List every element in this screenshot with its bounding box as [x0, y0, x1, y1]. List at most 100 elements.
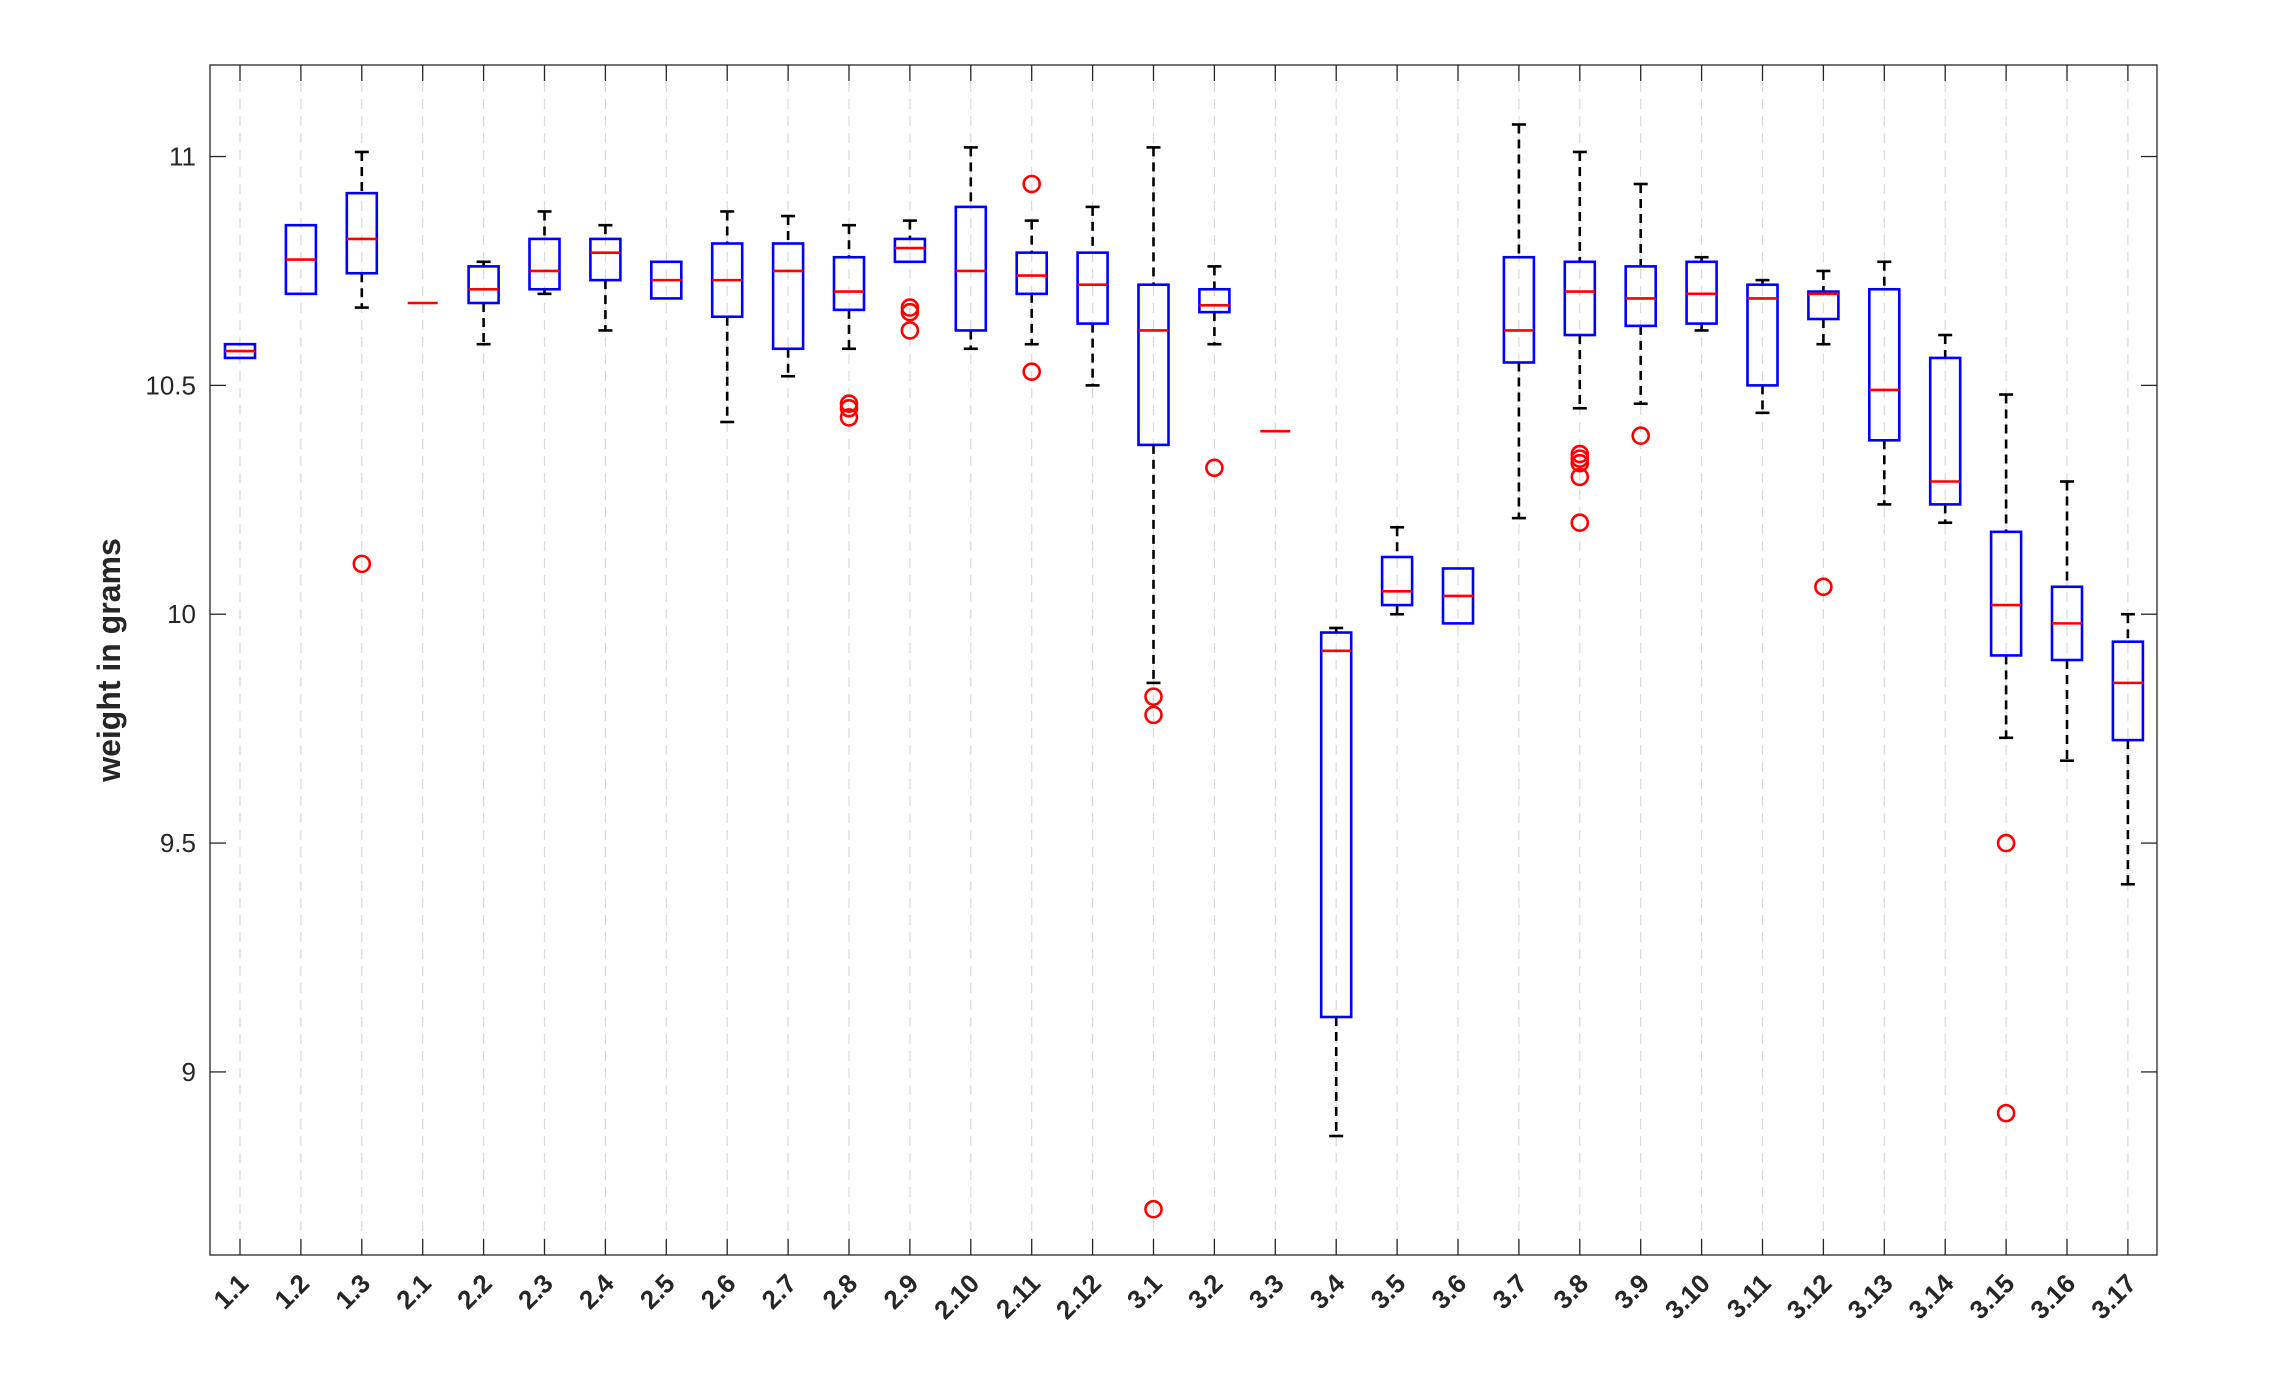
box-3.15 [1989, 393, 2023, 1123]
outlier-point [900, 298, 920, 317]
iqr-box [832, 255, 866, 312]
outlier-point [1996, 833, 2016, 853]
y-tick-label: 10 [167, 599, 196, 629]
iqr-box [589, 237, 622, 282]
x-tick-label: 2.12 [1050, 1268, 1107, 1325]
x-tick-label: 1.1 [207, 1268, 254, 1315]
y-tick-label: 9.5 [160, 828, 196, 858]
box-3.2 [1198, 265, 1231, 478]
outlier-point [1205, 458, 1224, 478]
x-tick-label: 2.1 [390, 1268, 437, 1315]
box-2.3 [528, 210, 561, 296]
outlier-point [1996, 1103, 2016, 1123]
x-tick-label: 3.2 [1182, 1268, 1229, 1315]
box-3.11 [1746, 278, 1779, 415]
outlier-point [1144, 705, 1163, 725]
outlier-point [839, 394, 859, 413]
y-tick-label: 10.5 [145, 370, 196, 400]
box-2.2 [467, 260, 500, 346]
iqr-box [1868, 287, 1901, 442]
outlier-point [1570, 467, 1590, 487]
iqr-box [1928, 356, 1962, 506]
box-3.10 [1685, 255, 1718, 332]
iqr-box [1076, 251, 1109, 325]
iqr-box [2111, 640, 2145, 742]
outlier-point [839, 408, 859, 427]
x-tick-label: 2.10 [928, 1268, 985, 1325]
box-2.9 [893, 219, 927, 340]
outlier-point [1814, 577, 1833, 597]
box-2.8 [832, 223, 866, 427]
box-3.9 [1624, 182, 1657, 446]
x-tick-label: 3.16 [2024, 1268, 2081, 1325]
outlier-point [1570, 513, 1590, 532]
outlier-point [1570, 444, 1590, 464]
outlier-point [900, 321, 920, 340]
box-2.10 [954, 146, 988, 351]
x-tick-label: 3.10 [1659, 1268, 1716, 1325]
iqr-box [467, 265, 500, 305]
box-3.1 [1137, 146, 1170, 1219]
iqr-box [1746, 283, 1779, 387]
outlier-point [1022, 362, 1041, 381]
iqr-box [1015, 251, 1049, 296]
x-tick-label: 2.9 [877, 1268, 924, 1315]
iqr-box [1989, 530, 2023, 657]
outlier-point [1631, 426, 1650, 446]
boxplot-series [223, 123, 2145, 1219]
box-3.5 [1380, 525, 1414, 616]
box-2.6 [710, 210, 744, 424]
x-tick-label: 3.1 [1121, 1268, 1168, 1315]
x-tick-label: 1.3 [329, 1268, 376, 1315]
box-2.12 [1076, 205, 1109, 387]
grid [239, 65, 2129, 1255]
x-tick-label: 3.4 [1304, 1268, 1351, 1315]
iqr-box [1563, 260, 1597, 337]
box-3.13 [1868, 260, 1901, 506]
iqr-box [1137, 283, 1170, 447]
x-tick-label: 3.14 [1902, 1268, 1959, 1325]
x-tick-label: 2.4 [573, 1268, 620, 1315]
iqr-box [1624, 265, 1657, 328]
x-tick-label: 2.5 [634, 1268, 681, 1315]
iqr-box [893, 237, 927, 264]
x-tick-label: 3.8 [1547, 1268, 1594, 1315]
outlier-point [1022, 174, 1041, 194]
box-3.17 [2111, 612, 2145, 886]
x-tick-label: 3.17 [2085, 1268, 2142, 1325]
iqr-box [1502, 255, 1536, 364]
y-tick-label: 11 [169, 142, 196, 172]
box-1.2 [284, 223, 318, 296]
box-2.11 [1015, 174, 1049, 381]
plot-frame [209, 64, 2158, 1256]
iqr-box [954, 205, 988, 332]
iqr-box [345, 191, 379, 275]
x-tick-label: 2.7 [756, 1268, 803, 1315]
x-tick-label: 2.6 [695, 1268, 742, 1315]
box-3.7 [1502, 123, 1536, 520]
outlier-point [1144, 1199, 1163, 1219]
x-tick-label: 3.12 [1781, 1268, 1838, 1325]
iqr-box [1198, 287, 1231, 314]
x-tick-label: 3.15 [1963, 1268, 2020, 1325]
x-tick-label: 2.3 [512, 1268, 559, 1315]
x-tick-label: 3.5 [1365, 1268, 1412, 1315]
box-2.4 [589, 223, 622, 332]
box-3.12 [1807, 269, 1840, 597]
box-3.16 [2050, 480, 2084, 762]
box-3.6 [1441, 567, 1475, 625]
iqr-box [1319, 631, 1353, 1019]
iqr-box [771, 242, 805, 351]
box-2.5 [649, 260, 683, 300]
box-1.3 [345, 150, 379, 574]
iqr-box [528, 237, 561, 291]
x-tick-label: 3.13 [1842, 1268, 1899, 1325]
outlier-point [352, 554, 372, 574]
box-3.4 [1319, 626, 1353, 1138]
x-tick-label: 2.2 [451, 1268, 498, 1315]
outlier-point [1144, 687, 1163, 706]
x-tick-label: 2.11 [990, 1268, 1046, 1324]
axes: 9 9.5 10 10.5 11 1.1 1.2 1.3 2.1 2.2 2.3 2.4 2.5 2.6 2… [145, 65, 2157, 1325]
iqr-box [1807, 290, 1840, 321]
